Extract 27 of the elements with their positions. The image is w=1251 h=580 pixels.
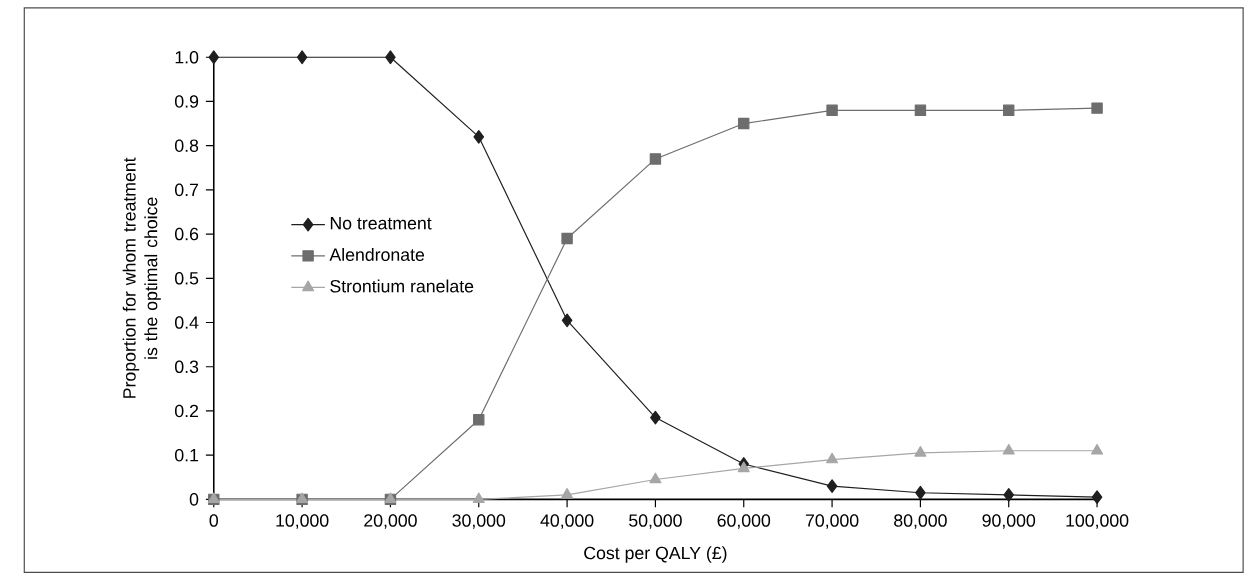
y-tick-label: 0	[189, 492, 199, 506]
y-tick-label: 0.1	[175, 448, 199, 462]
x-tick-label: 20,000	[364, 514, 417, 529]
y-tick-label: 0.7	[175, 183, 199, 197]
y-axis-title: Proportion for whom treatment is the optimal choice	[122, 157, 161, 398]
x-tick-label: 0	[209, 514, 219, 527]
x-tick-label: 40,000	[540, 514, 594, 529]
x-tick-label: 60,000	[717, 514, 771, 529]
x-tick-label: 70,000	[805, 514, 859, 529]
legend-label: Alendronate	[329, 247, 425, 261]
y-tick-label: 0.6	[175, 227, 199, 241]
legend-label: Strontium ranelate	[330, 279, 474, 293]
y-tick-label: 0.8	[175, 139, 199, 152]
y-tick-label: 0.2	[175, 404, 199, 418]
x-tick-label: 80,000	[894, 514, 947, 529]
y-tick-label: 0.3	[175, 360, 199, 373]
y-tick-label: 0.9	[175, 95, 199, 108]
x-tick-label: 50,000	[629, 514, 682, 529]
y-tick-label: 0.4	[175, 316, 199, 329]
x-tick-label: 90,000	[982, 514, 1036, 529]
x-axis-title: Cost per QALY (£)	[584, 546, 727, 563]
x-tick-label: 30,000	[452, 514, 506, 529]
x-tick-label: 10,000	[276, 514, 329, 529]
y-tick-label: 0.5	[175, 271, 199, 285]
x-tick-label: 100,000	[1066, 514, 1129, 529]
y-tick-label: 1.0	[175, 50, 199, 64]
legend-label: No treatment	[330, 216, 432, 230]
